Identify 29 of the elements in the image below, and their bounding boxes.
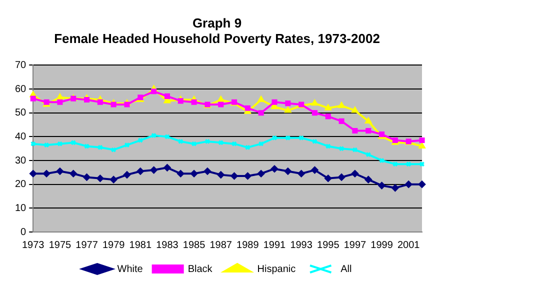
- x-tick-label: 1995: [317, 240, 340, 251]
- x-tick-label: 1985: [182, 240, 206, 251]
- x-tick-label: 1997: [344, 240, 367, 251]
- chart-title: Graph 9: [192, 15, 242, 30]
- y-tick-label: 20: [15, 179, 27, 190]
- x-tick-label: 1987: [210, 240, 232, 251]
- y-tick-label: 40: [15, 131, 27, 142]
- x-tick-label: 1999: [370, 240, 394, 251]
- legend-label: All: [340, 264, 352, 275]
- x-tick-label: 2001: [397, 240, 420, 251]
- x-tick-label: 1993: [290, 240, 313, 251]
- y-tick-label: 0: [20, 226, 27, 238]
- x-tick-label: 1991: [263, 240, 286, 251]
- legend-label: White: [117, 264, 144, 275]
- y-tick-label: 50: [15, 108, 27, 119]
- y-tick-label: 10: [15, 202, 27, 214]
- y-tick-label: 60: [15, 84, 27, 95]
- x-tick-label: 1977: [76, 240, 98, 251]
- legend-label: Hispanic: [257, 264, 296, 275]
- x-tick-label: 1981: [129, 240, 152, 251]
- x-tick-label: 1979: [102, 240, 126, 251]
- chart-subtitle: Female Headed Household Poverty Rates, 1973-2002: [54, 30, 380, 46]
- x-tick-label: 1975: [48, 240, 72, 251]
- x-tick-label: 1973: [22, 240, 45, 251]
- y-tick-label: 70: [15, 60, 27, 71]
- x-tick-label: 1983: [156, 240, 179, 251]
- y-tick-label: 30: [15, 155, 27, 166]
- x-tick-label: 1989: [236, 240, 260, 251]
- legend-label: Black: [188, 264, 214, 275]
